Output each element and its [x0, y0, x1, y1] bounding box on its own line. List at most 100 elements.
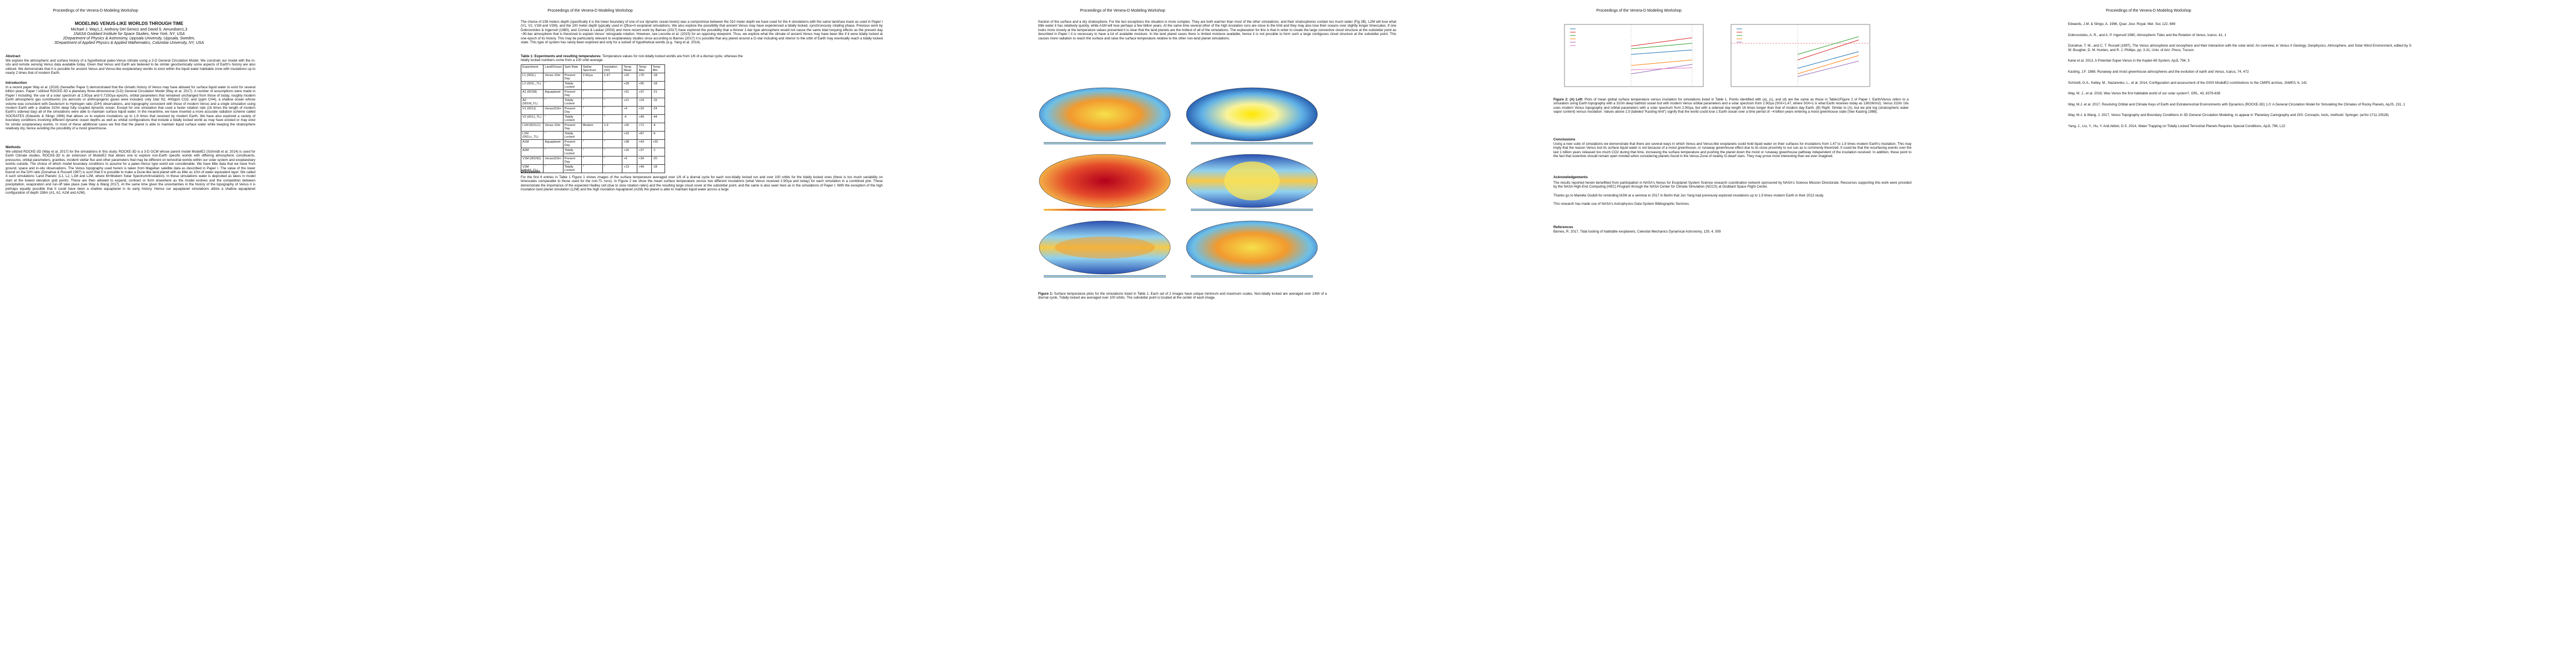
paragraph: fraction of the surface and a dry strato… — [1038, 20, 1396, 41]
paper-title: MODELING VENUS-LIKE WORLDS THROUGH TIME — [74, 21, 184, 26]
table-cell: " — [581, 164, 603, 173]
table-cell: Present Day — [562, 139, 582, 148]
table-cell: 2.9Gya — [581, 73, 603, 82]
table-cell: " — [602, 139, 623, 148]
reference: Yang, J., Liu, Y., Hu, Y. And Abbot, D.S… — [2068, 124, 2286, 128]
table-cell: -15 — [651, 98, 666, 107]
table-cell: +34 — [637, 156, 652, 165]
running-header: Proceedings of the Venera-D Modeling Wor… — [53, 9, 138, 13]
table-cell: Venus 10m — [543, 73, 564, 82]
heading: Conclusions — [1553, 138, 1576, 142]
table-cell: " — [602, 131, 623, 140]
table-cell: V1 (001J) — [520, 106, 544, 115]
table-cell: 1.47 — [602, 73, 623, 82]
table-cell: +87 — [637, 131, 652, 140]
paragraph: Thanks go to Mareike Godolt for remindin… — [1553, 193, 1824, 198]
table-cell: " — [581, 89, 603, 98]
table-row: V1M (001N2) Venus310m Present Day " " +6 +34 -2… — [520, 156, 666, 165]
reference: Dobrovolskis, A. R., and A. P. Ingersoll… — [2068, 33, 2227, 37]
paragraph: We explore the atmospheric and surface h… — [6, 59, 255, 75]
table-cell: 1.9 — [602, 123, 623, 132]
figure-maps — [1039, 87, 1318, 278]
column-header: Temp Min — [651, 64, 666, 73]
heading: Abstract — [6, 54, 21, 58]
affiliation: 1NASA Goddard Institute for Space Studie… — [73, 32, 185, 36]
authors: Michael J. Way1,2, Anthony Del Genio1 an… — [71, 28, 188, 32]
reference: Kane et al. 2013, A Potential Super-Venu… — [2068, 59, 2190, 63]
reference: Kasting, J.F. 1988, Runaway and moist gr… — [2068, 69, 2249, 74]
map-panel — [1186, 154, 1318, 211]
column-header: Land/Ocean — [543, 64, 564, 73]
heading: Discussion — [521, 170, 541, 174]
table-cell: +37 — [637, 148, 652, 157]
page: Proceedings of the Venera-D Modeling Wor… — [1030, 0, 1546, 666]
table-cell: +13 — [622, 164, 638, 173]
column-header: Spin Rate — [562, 64, 582, 73]
reference: Barnes, R. 2017, Tidal locking of habita… — [1553, 230, 1721, 234]
table-cell: Present Day — [562, 106, 582, 115]
table-cell: " — [581, 114, 603, 123]
table-cell: " — [543, 114, 564, 123]
table-cell: " — [581, 156, 603, 165]
table-cell: Tidally Locked — [562, 164, 582, 173]
table-cell: " — [543, 81, 564, 90]
table-row: L1M (001LC) Venus 10m Present Day Modern 1.9… — [520, 123, 666, 132]
table-cell: " — [543, 148, 564, 157]
reference: Schmidt, G.A., Kelley, M., Nazarenko, L.… — [2068, 80, 2307, 85]
table-row: A2 (001M_TL) " Tidally Locked " " +21 +24 -15 — [520, 98, 666, 107]
column-header: Experiment — [520, 64, 544, 73]
table-cell: " — [543, 98, 564, 107]
table-cell: -6 — [651, 131, 666, 140]
table-cell: +21 — [622, 98, 638, 107]
table-cell: A1M — [520, 139, 544, 148]
table-cell: " — [602, 148, 623, 157]
map-panel — [1186, 87, 1318, 144]
table-cell: -44 — [651, 114, 666, 123]
table-cell: " — [581, 98, 603, 107]
page: Proceedings of the Venera-D Modeling Wor… — [2061, 0, 2576, 666]
table-cell: Tidally Locked — [562, 98, 582, 107]
table-cell: " — [581, 106, 603, 115]
table-row: V1 (001J) Venus310m Present Day " " +9 +33 -24 — [520, 106, 666, 115]
column-header: Insolation (S0) — [602, 64, 623, 73]
reference: Way, M. J., et al. 2016, Was Venus the f… — [2068, 92, 2221, 96]
caption-text: Plots of mean global surface temperature… — [1553, 98, 1909, 114]
running-header: Proceedings of the Venera-D Modeling Wor… — [1596, 9, 1682, 13]
table-cell: " — [581, 148, 603, 157]
table-row: A1 (001M) Aquaplanet Present Day " " +31 +37 -2… — [520, 89, 666, 98]
reference-list: Barnes, R. 2017, Tidal locking of habita… — [1553, 230, 1911, 238]
heading: Introduction — [6, 81, 27, 85]
table-cell: L2M (001Lc_TL) — [520, 131, 544, 140]
figure-plots — [1564, 24, 1870, 87]
running-header: Proceedings of the Venera-D Modeling Wor… — [547, 9, 633, 13]
paragraph: This research has made use of NASA's Ast… — [1553, 202, 1690, 206]
table-cell: L2 (001L_TL) — [520, 81, 544, 90]
table-row: A1M Aquaplanet Present Day " " +38 +43 +32 — [520, 139, 666, 148]
figure-caption: Figure 1: Surface temperature plots for … — [1038, 292, 1327, 300]
table-cell: +24 — [637, 98, 652, 107]
heading: Methods — [6, 145, 21, 149]
table-cell: +49 — [637, 114, 652, 123]
figure-caption: Figure 2: (A) Left: Plots of mean global… — [1553, 98, 1909, 114]
reference: Way, M.J. & Wang, J. 2017, Venus Topogra… — [2068, 113, 2389, 118]
caption-text: Temperature values for non-tidally locke… — [521, 54, 743, 63]
table-cell: +31 — [622, 89, 638, 98]
paragraph: We utilized ROCKE-3D (Way et al. 2017) f… — [6, 150, 255, 195]
reference-list: Edwards, J.M. & Slingo, A. 1996, Quar. J… — [2068, 22, 2412, 135]
table-cell: Modern — [581, 123, 603, 132]
table-cell: " — [543, 164, 564, 173]
table-cell: +95 — [637, 81, 652, 90]
table-cell: +71 — [637, 123, 652, 132]
table-cell: V1M (001N2) — [520, 156, 544, 165]
table-cell: -24 — [651, 106, 666, 115]
table-cell: -4 — [622, 114, 638, 123]
page: Proceedings of the Venera-D Modeling Wor… — [0, 0, 515, 666]
table-cell: Present Day — [562, 156, 582, 165]
map-panel — [1039, 87, 1171, 144]
table-cell: +70 — [637, 73, 652, 82]
table-cell: +37 — [637, 89, 652, 98]
table-cell: +16 — [622, 148, 638, 157]
table-row: V2 (001J_TL) " Tidally Locked " " -4 +49 -44 — [520, 114, 666, 123]
page: Proceedings of the Venera-D Modeling Wor… — [1546, 0, 2061, 666]
paragraph: Using a new suite of simulations we demo… — [1553, 142, 1911, 159]
